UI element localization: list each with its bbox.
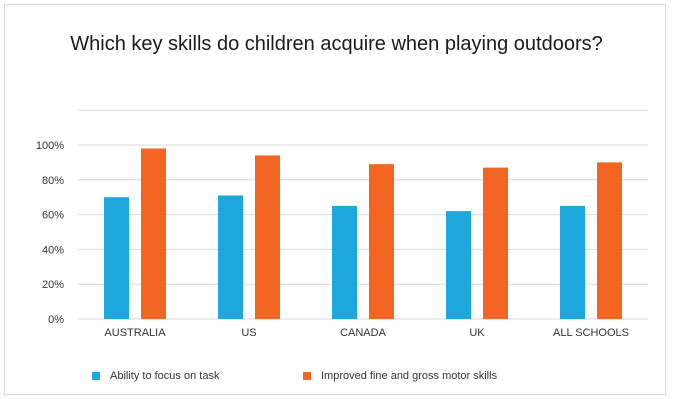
x-axis-category-labels: AUSTRALIA US CANADA UK ALL SCHOOLS [104, 327, 629, 339]
y-tick-label: 100% [36, 140, 64, 152]
bars [104, 148, 622, 319]
bar-motor-australia [141, 148, 166, 319]
legend-swatch [92, 372, 100, 380]
legend-label: Improved fine and gross motor skills [321, 370, 498, 382]
bar-motor-uk [483, 167, 508, 319]
bar-focus-australia [104, 197, 129, 319]
bar-motor-canada [369, 164, 394, 319]
legend: Ability to focus on task Improved fine an… [92, 370, 498, 382]
y-tick-label: 40% [42, 244, 64, 256]
y-tick-label: 0% [48, 314, 64, 326]
bar-motor-all-schools [597, 162, 622, 319]
x-category-label: CANADA [340, 327, 387, 339]
x-category-label: AUSTRALIA [104, 327, 166, 339]
y-tick-label: 20% [42, 279, 64, 291]
bar-focus-all-schools [560, 205, 585, 319]
bar-focus-us [218, 195, 243, 319]
bar-focus-canada [332, 205, 357, 319]
x-category-label: UK [469, 327, 485, 339]
y-tick-label: 60% [42, 210, 64, 222]
x-category-label: US [241, 327, 256, 339]
chart-title: Which key skills do children acquire whe… [70, 33, 603, 55]
legend-swatch [303, 372, 311, 380]
legend-label: Ability to focus on task [110, 370, 220, 382]
bar-motor-us [255, 155, 280, 319]
y-axis-tick-labels: 0% 20% 40% 60% 80% 100% [36, 140, 64, 326]
gridlines [78, 109, 648, 320]
y-tick-label: 80% [42, 175, 64, 187]
x-category-label: ALL SCHOOLS [553, 327, 629, 339]
bar-focus-uk [446, 211, 471, 319]
